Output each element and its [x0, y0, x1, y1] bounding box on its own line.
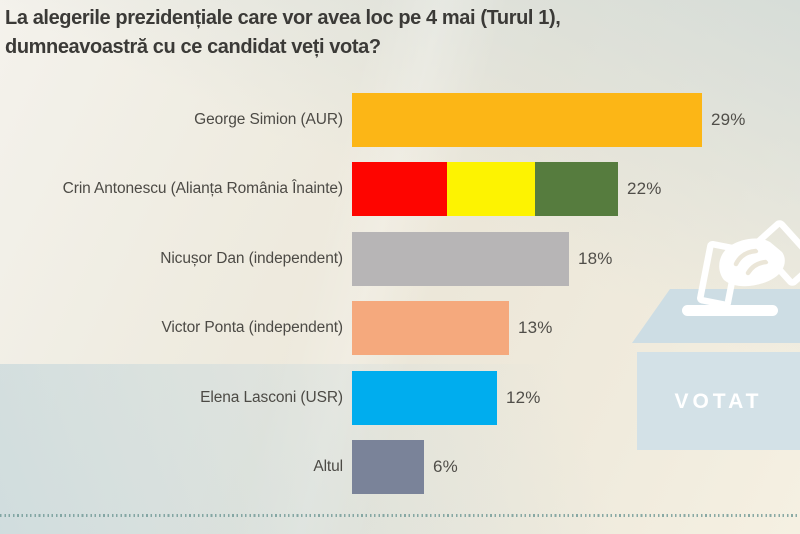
finger-gap-line — [745, 259, 769, 276]
value-label: 29% — [711, 110, 746, 129]
title-line-2: dumneavoastră cu ce candidat veți vota? — [5, 36, 381, 58]
bottom-divider — [0, 514, 800, 517]
bar-segment — [446, 162, 535, 216]
result-bar — [352, 440, 424, 494]
bar-segment — [352, 371, 497, 425]
page-title: La alegerile prezidențiale care vor avea… — [5, 4, 725, 62]
result-bar — [352, 232, 569, 286]
result-bar — [352, 371, 497, 425]
result-bar — [352, 301, 509, 355]
bar-segment — [352, 232, 569, 286]
ballot-slot — [682, 305, 778, 316]
ballot-box-body — [637, 352, 800, 450]
candidate-label: Nicușor Dan (independent) — [160, 250, 343, 267]
finger-gap-line — [733, 248, 759, 267]
votat-label: VOTAT — [674, 390, 763, 413]
ballot-box-illustration — [620, 210, 800, 470]
title-line-1: La alegerile prezidențiale care vor avea… — [5, 7, 561, 29]
candidate-label: Altul — [313, 458, 343, 475]
bar-segment — [352, 301, 509, 355]
bar-segment — [352, 162, 447, 216]
candidate-label: Elena Lasconi (USR) — [200, 389, 343, 406]
value-label: 18% — [578, 249, 613, 268]
result-bar — [352, 162, 618, 216]
value-label: 6% — [433, 457, 458, 476]
candidate-label: George Simion (AUR) — [194, 111, 343, 128]
candidate-label: Crin Antonescu (Alianța România Înainte) — [62, 180, 343, 197]
bar-segment — [352, 93, 702, 147]
value-label: 13% — [518, 318, 553, 337]
result-bar — [352, 93, 702, 147]
value-label: 12% — [506, 388, 541, 407]
hand-icon — [719, 238, 785, 287]
bar-segment — [534, 162, 618, 216]
bar-segment — [352, 440, 424, 494]
sleeve-icon — [754, 220, 800, 286]
value-label: 22% — [627, 179, 662, 198]
candidate-label: Victor Ponta (independent) — [161, 319, 343, 336]
ballot-box-svg — [632, 220, 800, 450]
